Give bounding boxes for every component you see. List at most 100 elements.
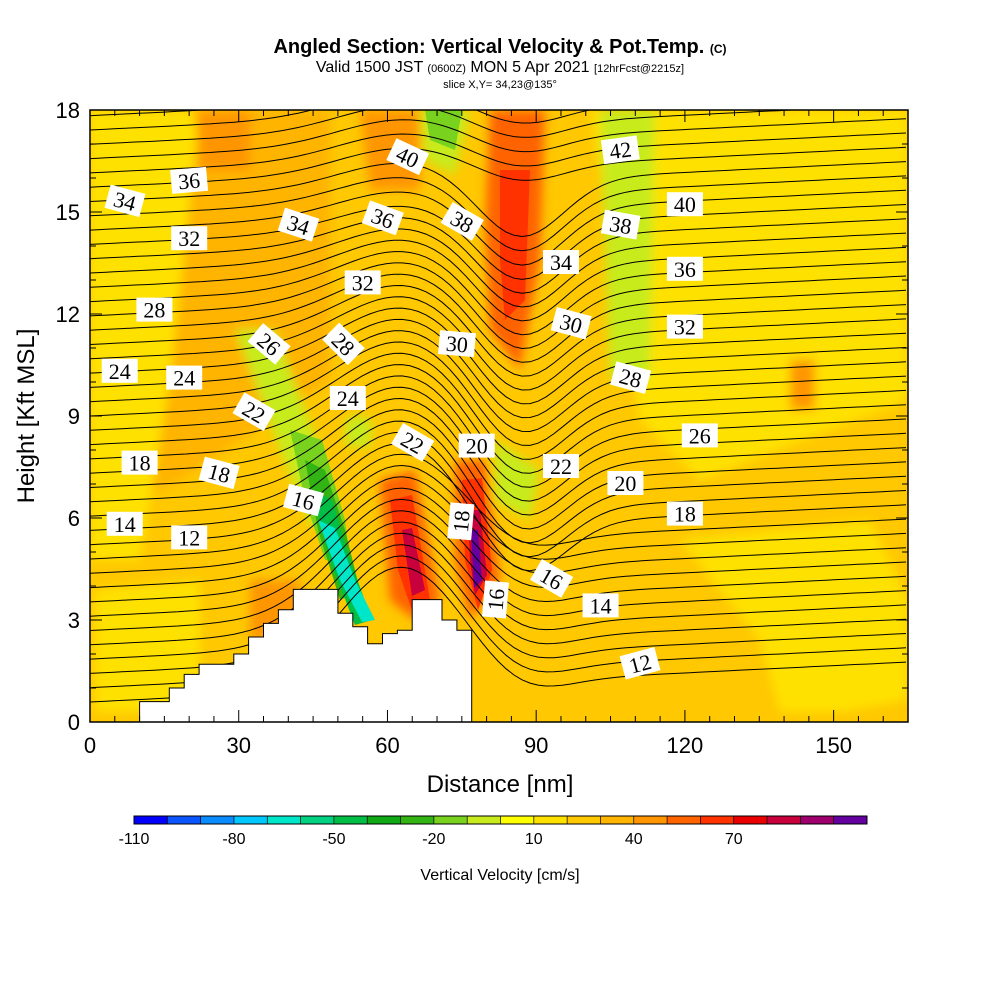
theta-label: 36 <box>666 256 703 282</box>
theta-label: 16 <box>282 483 324 517</box>
velocity-field <box>90 62 908 722</box>
theta-label: 32 <box>666 314 703 340</box>
theta-label: 18 <box>447 502 475 541</box>
theta-label-box <box>232 392 276 432</box>
theta-label-text: 12 <box>178 525 200 550</box>
theta-label-box <box>607 471 644 495</box>
x-tick-label: 90 <box>524 733 548 758</box>
theta-contour-line <box>90 161 907 238</box>
theta-label-text: 14 <box>114 512 136 537</box>
theta-label-box <box>666 501 703 526</box>
theta-contour-line <box>90 204 907 280</box>
theta-label: 38 <box>440 201 484 241</box>
theta-label: 40 <box>386 138 430 176</box>
theta-label: 36 <box>361 200 404 236</box>
y-tick-label: 9 <box>68 404 80 429</box>
theta-label-box <box>582 593 619 618</box>
field-blob <box>600 110 655 380</box>
theta-contour-line <box>90 110 593 131</box>
theta-label-box <box>447 502 475 541</box>
theta-contour-line <box>90 464 907 574</box>
theta-label-box <box>681 423 718 448</box>
theta-label-text: 40 <box>674 192 696 217</box>
theta-label: 24 <box>166 365 203 391</box>
theta-label-text: 16 <box>483 588 510 612</box>
colorbar-swatch <box>233 816 268 824</box>
colorbar-swatch <box>633 816 668 824</box>
field-core <box>425 110 462 150</box>
theta-label-box <box>282 483 324 517</box>
theta-label-box <box>171 226 208 251</box>
colorbar-swatch <box>833 816 868 824</box>
x-tick-label: 0 <box>84 733 96 758</box>
copyright-mark: (C) <box>709 42 727 56</box>
theta-label-text: 18 <box>448 509 475 533</box>
y-tick-label: 12 <box>56 302 80 327</box>
theta-label-box <box>619 646 661 680</box>
theta-contour-line <box>90 273 907 363</box>
theta-label: 14 <box>582 593 619 618</box>
colorbar-tick-label: 70 <box>725 831 743 848</box>
theta-contour-line <box>90 532 907 660</box>
x-tick-label: 30 <box>226 733 250 758</box>
colorbar-swatch <box>400 816 435 824</box>
theta-label-box <box>543 250 579 274</box>
theta-label-text: 32 <box>352 270 374 295</box>
theta-contour-line <box>90 375 907 488</box>
slice-label: slice X,Y= 34,23@135° <box>443 79 557 91</box>
theta-label-box <box>440 201 484 241</box>
theta-label-box <box>121 450 158 475</box>
theta-label-box <box>104 184 146 218</box>
colorbar-tick-label: 40 <box>625 831 643 848</box>
theta-label-text: 20 <box>614 471 636 496</box>
theta-label-box <box>198 456 240 490</box>
field-blob <box>850 110 908 240</box>
theta-contour-line <box>90 189 907 266</box>
theta-label: 30 <box>550 306 592 340</box>
theta-contour-line <box>90 318 907 419</box>
theta-label-box <box>344 270 381 295</box>
theta-label-text: 42 <box>608 136 633 164</box>
theta-contour-line <box>90 132 907 174</box>
theta-label-box <box>247 323 291 365</box>
y-axis-label: Height [Kft MSL] <box>13 329 40 504</box>
theta-label-box <box>136 297 173 322</box>
theta-label-box <box>458 433 495 458</box>
colorbar-swatch <box>467 816 501 824</box>
theta-label: 18 <box>121 450 158 476</box>
theta-contour-line <box>90 341 907 446</box>
theta-label: 32 <box>171 226 208 251</box>
field-blob <box>90 110 200 560</box>
colorbar-swatch <box>700 816 735 824</box>
theta-label-text: 36 <box>177 167 201 194</box>
x-axis-label: Distance [nm] <box>427 771 574 798</box>
field-blob <box>95 580 200 712</box>
theta-contour-line <box>90 62 906 102</box>
colorbar-swatch <box>200 816 235 824</box>
forecast-info: [12hrFcst@2215z] <box>594 63 685 75</box>
theta-contour-line <box>90 251 907 336</box>
colorbar-tick-label: -80 <box>222 831 245 848</box>
colorbar-tick-label: -50 <box>322 831 345 848</box>
theta-contour-line <box>90 284 907 377</box>
field-blob <box>650 110 760 330</box>
theta-label-box <box>171 525 208 550</box>
theta-label-box <box>530 558 574 598</box>
colorbar-swatch <box>733 816 768 824</box>
theta-label-box <box>610 361 652 394</box>
theta-label-box <box>329 386 366 410</box>
theta-label-text: 26 <box>689 423 711 448</box>
field-core <box>318 520 375 622</box>
theta-label: 20 <box>458 433 495 459</box>
theta-label: 34 <box>277 207 320 242</box>
theta-label: 28 <box>136 297 173 323</box>
theta-label-box <box>170 166 209 194</box>
utc-time: (0600Z) <box>427 63 466 75</box>
x-axis: 0 30 60 90 120 150 <box>84 110 909 758</box>
terrain <box>90 588 908 722</box>
theta-label-box <box>481 580 510 619</box>
colorbar-swatch <box>333 816 368 824</box>
theta-label-box <box>277 207 320 242</box>
